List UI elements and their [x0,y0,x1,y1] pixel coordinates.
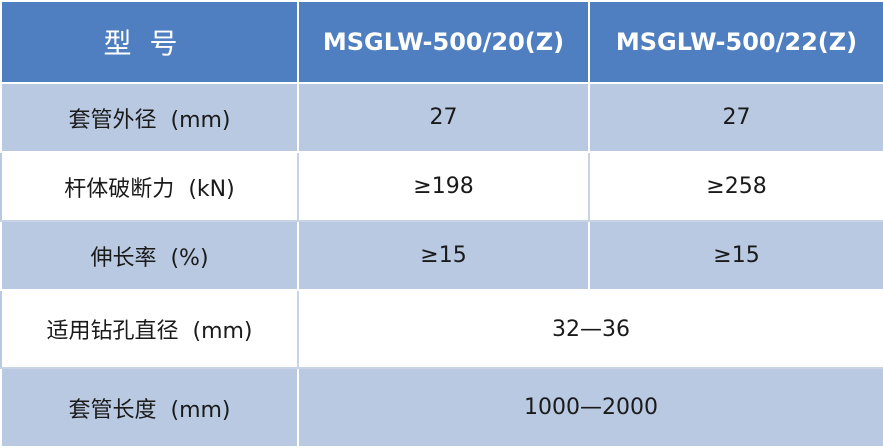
table-row: 适用钻孔直径 (mm) 32—36 [0,289,883,369]
row-label-cell: 杆体破断力 (kN) [0,151,299,222]
table-row: 套管长度 (mm) 1000—2000 [0,367,883,448]
row-label: 套管长度 [68,397,157,423]
header-model-b: MSGLW-500/22(Z) [588,0,883,84]
row-label-cell: 适用钻孔直径 (mm) [0,289,299,369]
header-model-label: 型号 [0,0,299,84]
row-unit: (kN) [188,176,235,202]
table-row: 杆体破断力 (kN) ≥198 ≥258 [0,151,883,222]
row-unit: (mm) [192,319,253,344]
table-row: 套管外径 (mm) 27 27 [0,82,883,153]
row-label: 适用钻孔直径 [46,319,179,344]
value-cell-merged: 32—36 [297,289,883,369]
value-cell-a: ≥15 [297,220,590,291]
value-cell-b: ≥258 [588,151,883,222]
header-model-a: MSGLW-500/20(Z) [297,0,590,84]
row-unit: (mm) [170,107,231,133]
table-header-row: 型号 MSGLW-500/20(Z) MSGLW-500/22(Z) [0,0,883,84]
row-label: 杆体破断力 [64,176,175,202]
value-cell-merged: 1000—2000 [297,367,883,448]
row-unit: (mm) [170,397,231,423]
row-label-cell: 伸长率 (%) [0,220,299,291]
value-cell-b: ≥15 [588,220,883,291]
value-cell-b: 27 [588,82,883,153]
value-cell-a: ≥198 [297,151,590,222]
row-label-cell: 套管外径 (mm) [0,82,299,153]
value-cell-a: 27 [297,82,590,153]
row-label: 套管外径 [68,107,157,133]
row-label-cell: 套管长度 (mm) [0,367,299,448]
row-label: 伸长率 [90,245,157,271]
row-unit: (%) [170,245,209,271]
table-row: 伸长率 (%) ≥15 ≥15 [0,220,883,291]
